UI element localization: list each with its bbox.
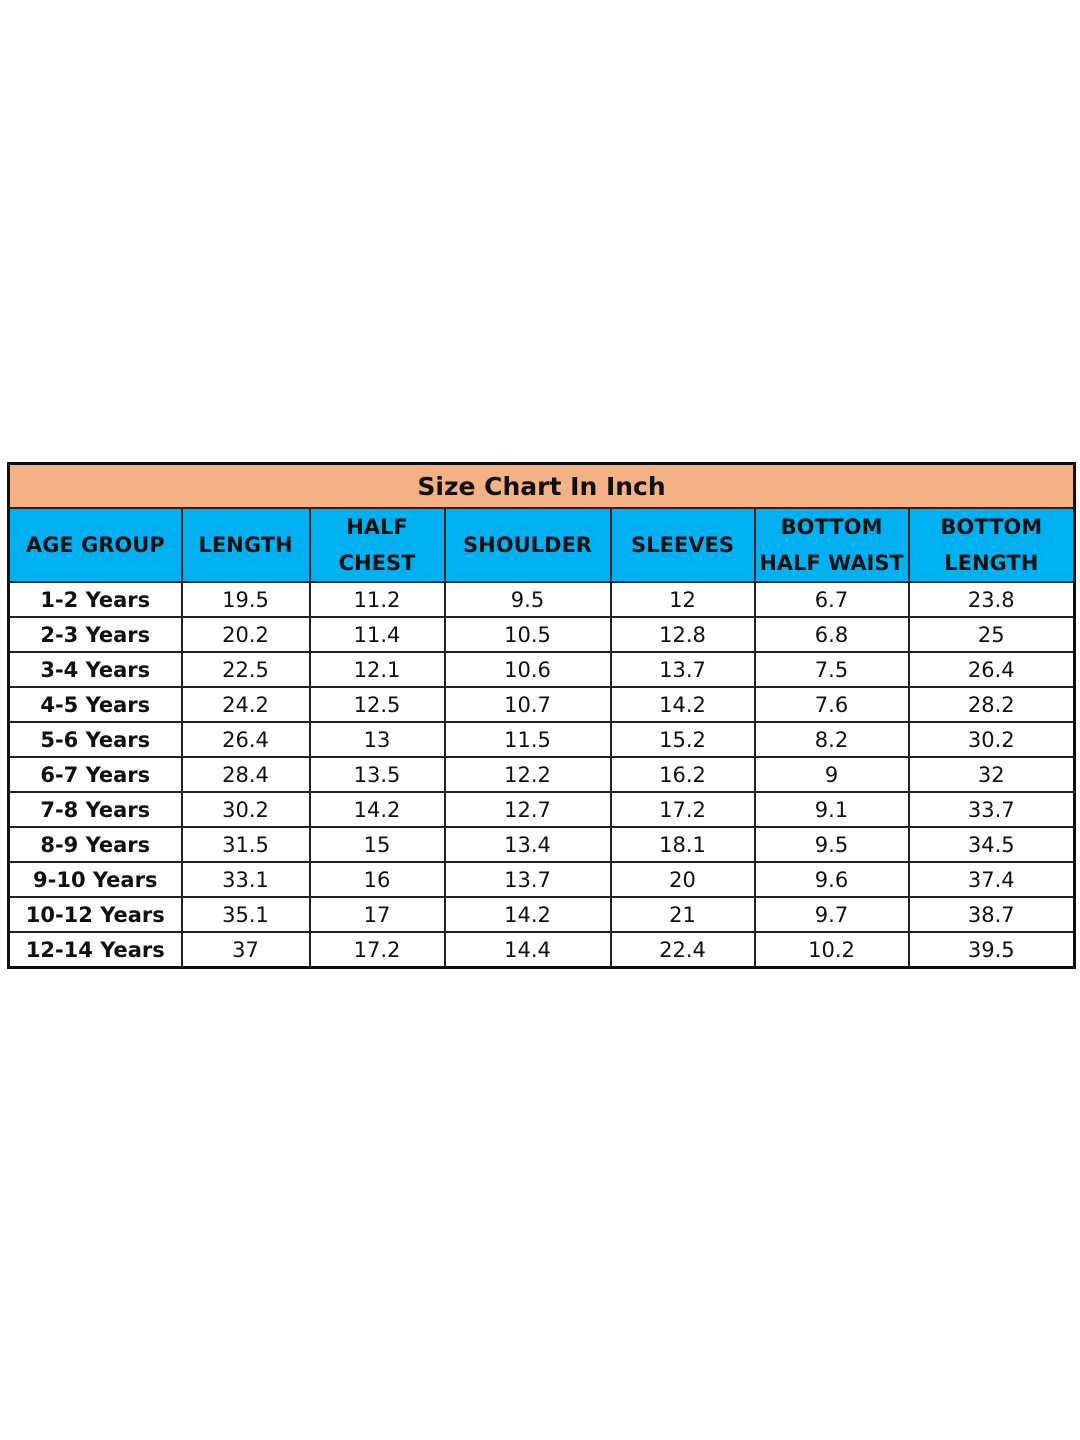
cell-bottom-length: 26.4	[907, 651, 1076, 688]
column-header-half-chest: HALF CHEST	[308, 507, 446, 583]
cell-bottom-half-waist: 6.7	[753, 581, 910, 618]
cell-age-group: 9-10 Years	[7, 861, 183, 898]
table-row: 4-5 Years 24.2 12.5 10.7 14.2 7.6 28.2	[7, 686, 1076, 723]
cell-bottom-half-waist: 9	[753, 756, 910, 793]
cell-sleeves: 14.2	[609, 686, 756, 723]
cell-bottom-length: 34.5	[907, 826, 1076, 863]
cell-half-chest: 14.2	[308, 791, 446, 828]
cell-length: 28.4	[180, 756, 311, 793]
cell-bottom-length: 30.2	[907, 721, 1076, 758]
cell-age-group: 1-2 Years	[7, 581, 183, 618]
cell-length: 22.5	[180, 651, 311, 688]
cell-age-group: 8-9 Years	[7, 826, 183, 863]
cell-shoulder: 12.7	[443, 791, 612, 828]
column-header-age-group: AGE GROUP	[7, 507, 183, 583]
cell-shoulder: 10.7	[443, 686, 612, 723]
cell-sleeves: 15.2	[609, 721, 756, 758]
cell-bottom-length: 32	[907, 756, 1076, 793]
table-row: 12-14 Years 37 17.2 14.4 22.4 10.2 39.5	[7, 931, 1076, 969]
column-header-sleeves: SLEEVES	[609, 507, 756, 583]
cell-bottom-length: 33.7	[907, 791, 1076, 828]
cell-bottom-half-waist: 10.2	[753, 931, 910, 969]
cell-shoulder: 13.4	[443, 826, 612, 863]
cell-sleeves: 16.2	[609, 756, 756, 793]
cell-bottom-length: 37.4	[907, 861, 1076, 898]
cell-length: 30.2	[180, 791, 311, 828]
cell-age-group: 4-5 Years	[7, 686, 183, 723]
cell-half-chest: 13.5	[308, 756, 446, 793]
cell-age-group: 7-8 Years	[7, 791, 183, 828]
column-header-bottom-half-waist: BOTTOM HALF WAIST	[753, 507, 910, 583]
cell-bottom-length: 39.5	[907, 931, 1076, 969]
cell-length: 19.5	[180, 581, 311, 618]
cell-length: 35.1	[180, 896, 311, 933]
cell-length: 24.2	[180, 686, 311, 723]
table-row: 5-6 Years 26.4 13 11.5 15.2 8.2 30.2	[7, 721, 1076, 758]
cell-length: 26.4	[180, 721, 311, 758]
cell-sleeves: 12.8	[609, 616, 756, 653]
cell-shoulder: 10.5	[443, 616, 612, 653]
cell-shoulder: 11.5	[443, 721, 612, 758]
table-title: Size Chart In Inch	[7, 462, 1076, 509]
cell-age-group: 12-14 Years	[7, 931, 183, 969]
size-chart-table: Size Chart In Inch AGE GROUP LENGTH HALF C…	[7, 462, 1077, 969]
cell-sleeves: 20	[609, 861, 756, 898]
table-row: 2-3 Years 20.2 11.4 10.5 12.8 6.8 25	[7, 616, 1076, 653]
cell-bottom-length: 23.8	[907, 581, 1076, 618]
cell-length: 33.1	[180, 861, 311, 898]
cell-half-chest: 16	[308, 861, 446, 898]
table-row: 7-8 Years 30.2 14.2 12.7 17.2 9.1 33.7	[7, 791, 1076, 828]
column-header-bottom-length: BOTTOM LENGTH	[907, 507, 1076, 583]
cell-bottom-half-waist: 8.2	[753, 721, 910, 758]
cell-bottom-half-waist: 7.5	[753, 651, 910, 688]
column-header-shoulder: SHOULDER	[443, 507, 612, 583]
table-row: 3-4 Years 22.5 12.1 10.6 13.7 7.5 26.4	[7, 651, 1076, 688]
cell-half-chest: 12.5	[308, 686, 446, 723]
cell-half-chest: 12.1	[308, 651, 446, 688]
cell-sleeves: 22.4	[609, 931, 756, 969]
cell-sleeves: 21	[609, 896, 756, 933]
cell-half-chest: 17.2	[308, 931, 446, 969]
header-row: AGE GROUP LENGTH HALF CHEST SHOULDER SLEEVES…	[7, 507, 1076, 583]
cell-sleeves: 12	[609, 581, 756, 618]
cell-age-group: 6-7 Years	[7, 756, 183, 793]
column-header-length: LENGTH	[180, 507, 311, 583]
cell-age-group: 5-6 Years	[7, 721, 183, 758]
cell-bottom-half-waist: 6.8	[753, 616, 910, 653]
table-row: 10-12 Years 35.1 17 14.2 21 9.7 38.7	[7, 896, 1076, 933]
cell-age-group: 3-4 Years	[7, 651, 183, 688]
cell-age-group: 2-3 Years	[7, 616, 183, 653]
cell-half-chest: 17	[308, 896, 446, 933]
cell-bottom-half-waist: 7.6	[753, 686, 910, 723]
cell-sleeves: 17.2	[609, 791, 756, 828]
cell-shoulder: 10.6	[443, 651, 612, 688]
cell-length: 37	[180, 931, 311, 969]
table-row: 1-2 Years 19.5 11.2 9.5 12 6.7 23.8	[7, 581, 1076, 618]
cell-length: 31.5	[180, 826, 311, 863]
cell-shoulder: 9.5	[443, 581, 612, 618]
cell-bottom-length: 28.2	[907, 686, 1076, 723]
cell-bottom-half-waist: 9.7	[753, 896, 910, 933]
cell-half-chest: 11.2	[308, 581, 446, 618]
cell-sleeves: 18.1	[609, 826, 756, 863]
table-row: 9-10 Years 33.1 16 13.7 20 9.6 37.4	[7, 861, 1076, 898]
cell-shoulder: 12.2	[443, 756, 612, 793]
cell-bottom-half-waist: 9.6	[753, 861, 910, 898]
cell-half-chest: 13	[308, 721, 446, 758]
cell-half-chest: 15	[308, 826, 446, 863]
cell-bottom-half-waist: 9.1	[753, 791, 910, 828]
cell-shoulder: 14.4	[443, 931, 612, 969]
cell-bottom-half-waist: 9.5	[753, 826, 910, 863]
table-row: 8-9 Years 31.5 15 13.4 18.1 9.5 34.5	[7, 826, 1076, 863]
cell-bottom-length: 25	[907, 616, 1076, 653]
cell-age-group: 10-12 Years	[7, 896, 183, 933]
cell-length: 20.2	[180, 616, 311, 653]
cell-bottom-length: 38.7	[907, 896, 1076, 933]
cell-shoulder: 14.2	[443, 896, 612, 933]
cell-shoulder: 13.7	[443, 861, 612, 898]
cell-sleeves: 13.7	[609, 651, 756, 688]
cell-half-chest: 11.4	[308, 616, 446, 653]
table-row: 6-7 Years 28.4 13.5 12.2 16.2 9 32	[7, 756, 1076, 793]
